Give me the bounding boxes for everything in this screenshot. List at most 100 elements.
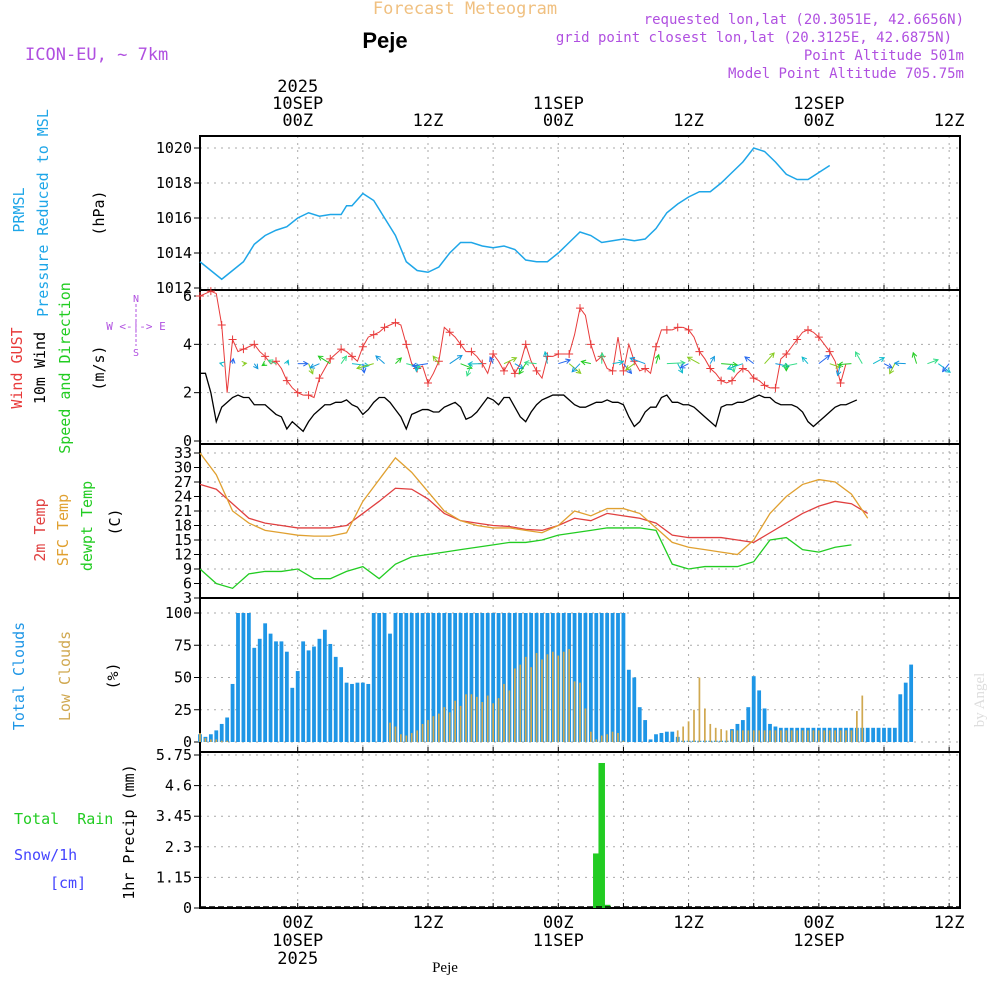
wind-direction-arrowhead — [837, 361, 844, 368]
temp-ytick-label: 12 — [174, 546, 192, 564]
wind-speed-dir-label: Speed and Direction — [56, 282, 74, 454]
wind-gust-marker — [641, 364, 650, 373]
bottom-time-label: 12Z — [673, 913, 704, 933]
temp-ytick-label: 3 — [183, 589, 192, 607]
total-clouds-bar — [312, 646, 316, 742]
total-clouds-bar — [301, 641, 306, 742]
wind-direction-arrow — [709, 356, 715, 364]
low-clouds-bar — [486, 695, 489, 742]
low-clouds-bar — [416, 730, 418, 742]
pressure-ytick-label: 1018 — [156, 174, 192, 192]
wind-direction-arrow — [829, 363, 841, 368]
wind-direction-arrowhead — [887, 363, 894, 369]
low-clouds-bar — [698, 677, 701, 742]
wind-gust-marker — [304, 391, 313, 400]
wind-direction-arrowhead — [432, 355, 438, 362]
wind-direction-arrowhead — [580, 359, 587, 366]
wind-gust-marker — [282, 376, 291, 385]
wind-gust-marker — [434, 357, 443, 366]
wind-ytick-label: 0 — [183, 432, 192, 450]
wind-direction-arrowhead — [575, 368, 582, 374]
total-clouds-bar — [599, 613, 604, 742]
total-clouds-bar — [469, 613, 474, 742]
wind-direction-arrowhead — [456, 354, 463, 361]
wind-gust-marker — [836, 379, 845, 387]
low-clouds-bar — [861, 695, 864, 742]
wind-ytick-label: 6 — [183, 287, 192, 305]
total-clouds-bar — [480, 613, 485, 742]
wind-direction-arrowhead — [356, 364, 363, 370]
low-clouds-bar — [541, 659, 543, 742]
low-clouds-bar — [427, 720, 429, 742]
total-clouds-bar — [328, 643, 333, 742]
bottom-time-label: 12Z — [413, 913, 444, 933]
wind-direction-arrow — [629, 357, 646, 365]
wind-gust-marker — [543, 352, 552, 361]
low-clouds-bar — [514, 668, 516, 742]
total-clouds-bar — [496, 613, 501, 742]
wind-direction-arrowhead — [835, 370, 842, 377]
temp-2m-label: 2m Temp — [31, 498, 49, 561]
low-clouds-bar — [220, 740, 223, 742]
wind-gust-marker — [619, 366, 628, 375]
wind-gust-marker — [380, 323, 389, 332]
low-clouds-bar — [812, 730, 815, 742]
temp-ytick-label: 9 — [183, 560, 192, 578]
wind-direction-arrowhead — [618, 359, 625, 366]
temp-unit: (C) — [106, 508, 124, 535]
precip-ytick-label: 1.15 — [156, 868, 192, 886]
wind-gust-marker — [445, 328, 454, 337]
total-clouds-bar — [339, 667, 344, 742]
wind-direction-arrowhead — [599, 352, 605, 358]
wind-direction-arrow — [894, 362, 906, 365]
low-clouds-bar — [405, 735, 408, 742]
low-clouds-bar — [389, 722, 391, 742]
wind-direction-arrow — [818, 354, 830, 365]
wind-gust-marker — [402, 340, 411, 349]
wind-10m-label: 10m Wind — [31, 332, 49, 404]
wind-direction-arrow — [666, 362, 685, 365]
wind-direction-arrow — [731, 363, 735, 373]
wind-direction-arrowhead — [783, 366, 790, 372]
wind-direction-arrow — [449, 354, 463, 365]
wind-gust-marker — [532, 366, 541, 375]
pressure-ytick-label: 1012 — [156, 279, 192, 297]
clouds-ytick-label: 100 — [165, 604, 192, 622]
low-clouds-bar — [546, 654, 549, 742]
low-clouds-bar — [769, 730, 771, 742]
temp-ytick-label: 27 — [174, 473, 192, 491]
total-clouds-bar — [398, 613, 403, 742]
low-clouds-bar — [503, 683, 505, 742]
bottom-time-label: 12Z — [934, 913, 965, 933]
wind-gust-marker — [239, 345, 248, 354]
total-clouds-bar — [447, 613, 452, 742]
total-clouds-label: Total Clouds — [10, 622, 28, 730]
wind-direction-arrowhead — [363, 362, 370, 369]
bottom-time-label: 2025 — [277, 949, 318, 969]
temp-ytick-label: 33 — [174, 444, 192, 462]
wind-direction-arrow — [432, 355, 440, 364]
total-clouds-bar — [257, 638, 262, 742]
wind-direction-arrow — [571, 363, 581, 373]
watermark: by Angel — [972, 673, 988, 728]
total-clouds-bar — [404, 613, 409, 742]
wind-direction-arrow — [838, 363, 852, 366]
wind-direction-arrowhead — [375, 355, 381, 361]
wind-direction-arrow — [764, 352, 775, 364]
wind-gust-marker — [804, 325, 812, 334]
wind-direction-arrow — [727, 363, 744, 370]
precip-ytick-label: 3.45 — [156, 807, 192, 825]
total-clouds-bar — [491, 613, 496, 742]
wind-direction-arrow — [855, 351, 863, 364]
total-clouds-bar — [621, 613, 626, 742]
wind-gust-marker — [793, 335, 802, 344]
low-clouds-label: Low Clouds — [56, 631, 74, 721]
total-clouds-bar — [355, 682, 360, 742]
wind-direction-arrowhead — [466, 364, 473, 370]
total-clouds-bar — [268, 633, 273, 742]
low-clouds-bar — [568, 649, 570, 742]
requested-coords: requested lon,lat (20.3051E, 42.6656N) — [644, 12, 964, 28]
total-clouds-bar — [637, 707, 642, 742]
low-clouds-bar — [780, 730, 782, 742]
